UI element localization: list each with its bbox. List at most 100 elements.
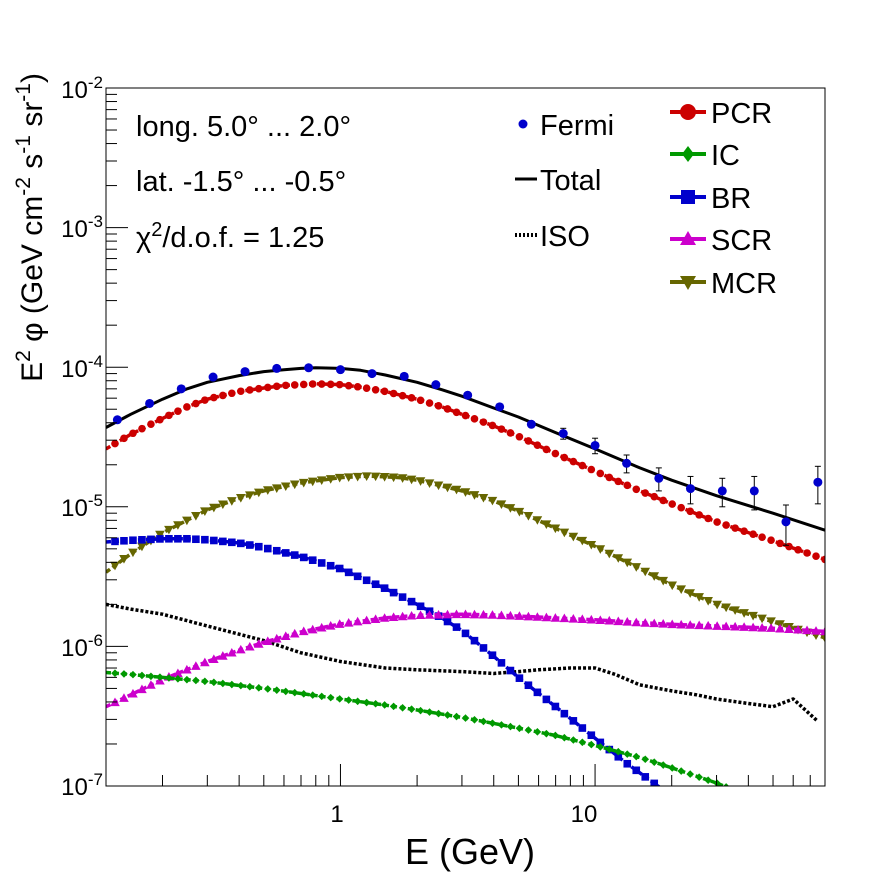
- marker-scr: [532, 612, 543, 621]
- marker-ic: [524, 726, 533, 734]
- marker-pcr: [371, 385, 380, 394]
- marker-mcr: [559, 528, 570, 538]
- marker-scr: [766, 623, 776, 632]
- marker-br: [587, 731, 596, 740]
- marker-scr: [262, 636, 273, 645]
- marker-mcr: [595, 545, 606, 554]
- marker-scr: [586, 614, 597, 624]
- marker-ic: [515, 724, 524, 733]
- marker-pcr: [470, 415, 479, 423]
- marker-pcr: [452, 408, 461, 417]
- marker-pcr: [821, 555, 825, 564]
- fermi-point: [240, 367, 250, 377]
- marker-mcr: [289, 480, 300, 490]
- y-tick-label-1e-7: 10-7: [61, 770, 103, 801]
- marker-ic: [695, 773, 703, 781]
- marker-pcr: [228, 389, 236, 398]
- marker-pcr: [569, 457, 578, 466]
- marker-scr: [379, 613, 390, 622]
- marker-pcr: [219, 391, 227, 400]
- marker-br: [443, 617, 452, 626]
- y-axis-title: E2 φ (GeV cm-2 s-1 sr-1): [12, 73, 49, 382]
- marker-pcr: [767, 536, 775, 545]
- marker-mcr: [640, 567, 651, 577]
- marker-ic: [569, 736, 578, 744]
- marker-ic: [335, 695, 344, 703]
- marker-ic: [434, 709, 443, 718]
- marker-br: [578, 724, 587, 732]
- marker-ic: [156, 673, 164, 681]
- marker-scr: [496, 610, 507, 620]
- marker-mcr: [307, 477, 318, 487]
- marker-pcr: [497, 425, 506, 433]
- legend-ic-label: IC: [711, 140, 740, 172]
- marker-pcr: [731, 524, 739, 532]
- marker-pcr: [488, 421, 497, 430]
- marker-scr: [667, 619, 678, 629]
- marker-br: [623, 759, 632, 768]
- marker-ic: [677, 767, 685, 775]
- marker-pcr: [344, 381, 353, 390]
- fermi-point: [399, 371, 409, 381]
- fermi-point: [112, 415, 122, 425]
- marker-ic: [317, 692, 326, 701]
- marker-scr: [397, 611, 408, 621]
- marker-br: [641, 773, 650, 781]
- marker-scr: [334, 619, 345, 628]
- marker-ic: [389, 702, 398, 711]
- marker-scr: [307, 624, 318, 634]
- marker-scr: [757, 622, 767, 632]
- marker-br: [596, 738, 605, 747]
- marker-ic: [111, 669, 119, 678]
- marker-br: [308, 556, 317, 564]
- fermi-point: [813, 477, 823, 487]
- marker-pcr: [362, 384, 371, 392]
- marker-mcr: [236, 494, 246, 503]
- marker-scr: [775, 623, 785, 633]
- marker-scr: [685, 620, 695, 629]
- marker-br: [192, 535, 200, 544]
- marker-ic: [120, 670, 128, 678]
- marker-pcr: [192, 399, 200, 408]
- marker-pcr: [120, 434, 128, 443]
- marker-br: [371, 580, 380, 589]
- marker-scr: [595, 615, 606, 624]
- y-tick-label-1e-5: 10-5: [61, 491, 103, 522]
- marker-ic: [246, 682, 254, 691]
- marker-mcr: [820, 634, 825, 643]
- marker-mcr: [721, 603, 731, 613]
- series-br: [106, 534, 661, 786]
- fermi-point: [335, 365, 345, 375]
- marker-mcr: [694, 593, 704, 602]
- marker-mcr: [379, 473, 390, 482]
- marker-ic: [353, 697, 362, 706]
- marker-br: [416, 602, 425, 611]
- fermi-point: [272, 363, 282, 373]
- marker-mcr: [532, 516, 543, 525]
- marker-br: [111, 537, 119, 546]
- series-iso: [106, 602, 820, 723]
- marker-pcr: [758, 533, 766, 541]
- marker-br: [506, 666, 515, 675]
- marker-scr: [640, 618, 651, 627]
- marker-scr: [577, 614, 588, 624]
- marker-pcr: [479, 418, 488, 426]
- marker-scr: [514, 611, 525, 620]
- marker-ic: [174, 675, 182, 683]
- marker-br: [326, 561, 335, 570]
- marker-pcr: [650, 492, 659, 501]
- marker-br: [299, 553, 308, 562]
- marker-scr: [182, 664, 192, 674]
- fermi-point: [463, 390, 473, 400]
- series-line-total: [106, 366, 825, 532]
- marker-br: [344, 568, 353, 577]
- marker-scr: [236, 644, 246, 654]
- marker-br: [614, 752, 623, 761]
- marker-mcr: [271, 484, 282, 493]
- marker-br: [263, 544, 272, 553]
- legend-scr-label: SCR: [711, 225, 772, 257]
- marker-mcr: [460, 488, 471, 497]
- marker-scr: [748, 622, 758, 632]
